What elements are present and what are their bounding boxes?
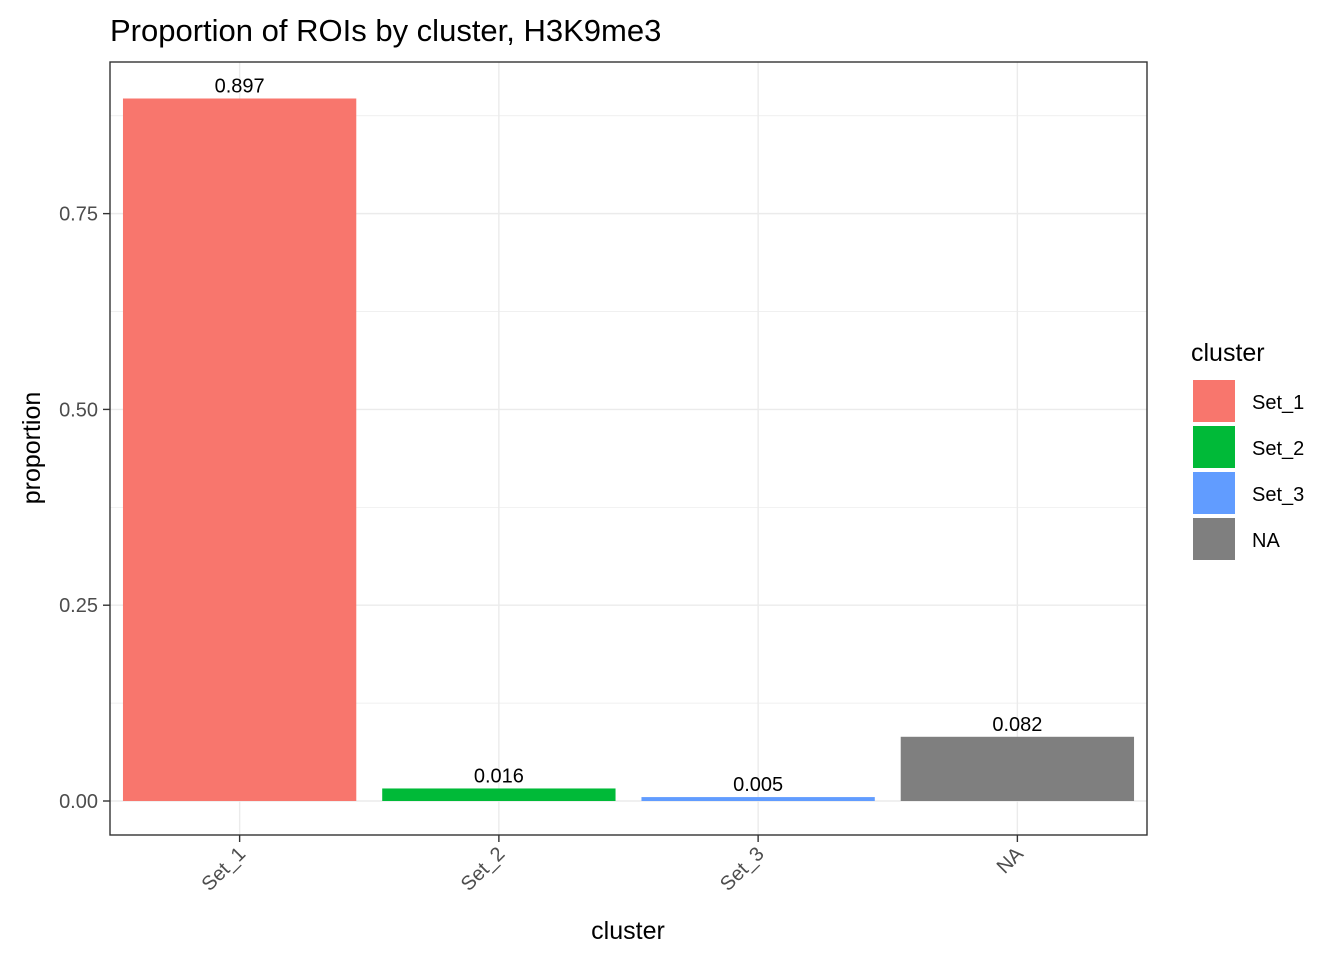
legend-swatch-set-2: [1193, 426, 1235, 468]
legend-title: cluster: [1191, 339, 1265, 367]
legend-label: Set_1: [1252, 392, 1304, 414]
data-label: 0.016: [474, 765, 524, 787]
x-tick-label: Set_1: [198, 843, 251, 896]
bars: [122, 98, 1135, 801]
legend-swatch-set-1: [1193, 380, 1235, 422]
x-tick-label: NA: [993, 843, 1029, 879]
plot-panel-border: [109, 61, 1148, 836]
y-tick-label: 0.75: [59, 204, 98, 226]
legend-label: Set_2: [1252, 438, 1304, 460]
x-tick-label: Set_3: [716, 843, 769, 896]
bar-set-1: [122, 98, 357, 801]
y-tick-label: 0.25: [59, 595, 98, 617]
y-axis: 0.00 0.25 0.50 0.75: [59, 204, 110, 813]
legend-label: Set_3: [1252, 484, 1304, 506]
x-tick-label: Set_2: [457, 843, 510, 896]
x-axis-title: cluster: [591, 917, 665, 945]
chart-title: Proportion of ROIs by cluster, H3K9me3: [110, 13, 661, 48]
bar-na: [900, 736, 1135, 801]
y-axis-title: proportion: [18, 392, 46, 505]
data-label: 0.005: [733, 774, 783, 796]
data-label: 0.082: [992, 714, 1042, 736]
data-label: 0.897: [215, 76, 265, 98]
y-tick-label: 0.50: [59, 399, 98, 421]
legend-swatch-set-3: [1193, 472, 1235, 514]
x-axis: Set_1 Set_2 Set_3 NA: [198, 835, 1029, 896]
legend-swatch-na: [1193, 518, 1235, 560]
legend-label: NA: [1252, 530, 1280, 552]
y-tick-label: 0.00: [59, 791, 98, 813]
bar-set-3: [641, 797, 875, 801]
bar-set-2: [382, 788, 616, 801]
legend: cluster Set_1 Set_2 Set_3 NA: [1191, 339, 1304, 560]
data-labels: 0.897 0.016 0.005 0.082: [215, 76, 1043, 797]
